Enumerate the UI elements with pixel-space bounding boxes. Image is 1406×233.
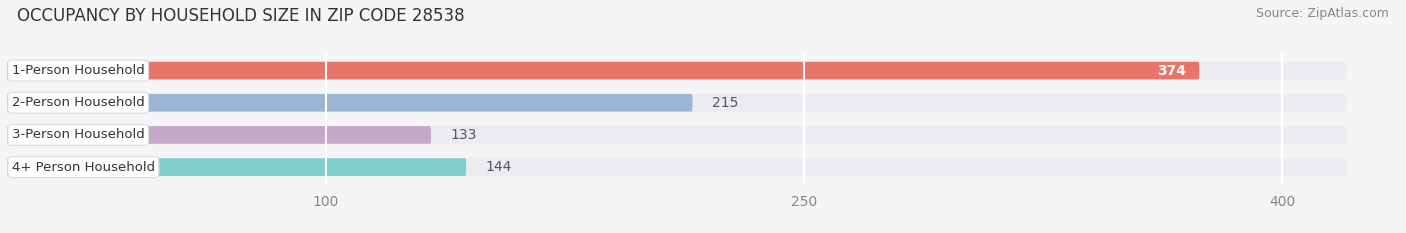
FancyBboxPatch shape	[7, 126, 432, 144]
Text: 374: 374	[1157, 64, 1187, 78]
Text: 2-Person Household: 2-Person Household	[11, 96, 145, 109]
Text: 144: 144	[485, 160, 512, 174]
Text: 215: 215	[711, 96, 738, 110]
Text: 133: 133	[450, 128, 477, 142]
FancyBboxPatch shape	[7, 62, 1346, 79]
Text: OCCUPANCY BY HOUSEHOLD SIZE IN ZIP CODE 28538: OCCUPANCY BY HOUSEHOLD SIZE IN ZIP CODE …	[17, 7, 464, 25]
FancyBboxPatch shape	[7, 94, 692, 112]
FancyBboxPatch shape	[7, 158, 467, 176]
Text: 3-Person Household: 3-Person Household	[11, 128, 145, 141]
FancyBboxPatch shape	[7, 158, 1346, 176]
FancyBboxPatch shape	[7, 62, 1199, 79]
Text: 4+ Person Household: 4+ Person Household	[11, 161, 155, 174]
FancyBboxPatch shape	[7, 126, 1346, 144]
Text: Source: ZipAtlas.com: Source: ZipAtlas.com	[1256, 7, 1389, 20]
Text: 1-Person Household: 1-Person Household	[11, 64, 145, 77]
FancyBboxPatch shape	[7, 94, 1346, 112]
